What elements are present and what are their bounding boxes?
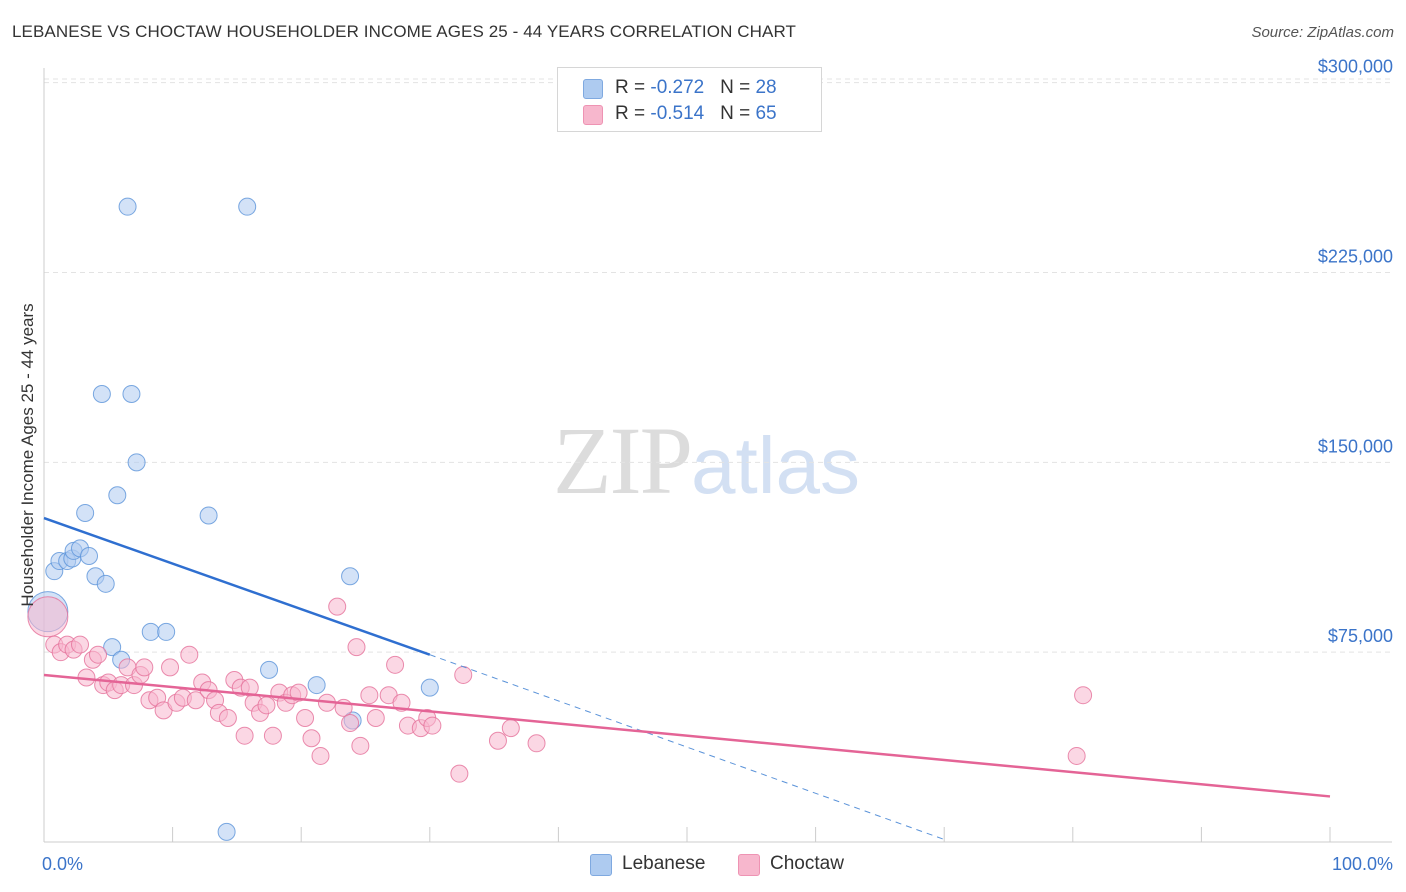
choctaw-point-49: [347, 638, 366, 657]
trend-lines: [43, 516, 1331, 840]
lebanese-point-11: [96, 574, 115, 593]
choctaw-point-51: [360, 686, 379, 705]
choctaw-point-65: [1067, 746, 1086, 765]
lebanese-point-25: [341, 567, 360, 586]
choctaw-point-50: [351, 736, 370, 755]
choctaw-point-36: [257, 696, 276, 715]
choctaw-point-48: [341, 714, 360, 733]
choctaw-point-46: [328, 597, 347, 616]
lebanese-point-21: [217, 822, 236, 841]
choctaw-point-0: [27, 596, 69, 638]
lebanese-point-8: [80, 546, 99, 565]
x-tick-label-0: 0.0%: [42, 854, 83, 874]
r-label: R =: [615, 77, 651, 98]
legend-text-lebanese: R = -0.272 N = 28: [615, 77, 777, 99]
n-label: N =: [720, 77, 756, 98]
y-tick-label-2: $225,000: [1318, 246, 1393, 266]
choctaw-point-44: [311, 746, 330, 765]
n-label: N =: [720, 103, 756, 124]
choctaw-point-20: [161, 658, 180, 677]
lebanese-trend-extension: [429, 654, 945, 840]
legend-text-choctaw: R = -0.514 N = 65: [615, 103, 777, 125]
lebanese-point-23: [260, 660, 279, 679]
lebanese-point-18: [141, 622, 160, 641]
choctaw-point-32: [235, 726, 254, 745]
choctaw-point-66: [1074, 686, 1093, 705]
y-axis-title: Householder Income Ages 25 - 44 years: [18, 303, 37, 606]
choctaw-point-52: [366, 708, 385, 727]
lebanese-point-10: [92, 384, 111, 403]
choctaw-point-61: [454, 665, 473, 684]
lebanese-point-20: [199, 506, 218, 525]
choctaw-point-16: [135, 658, 154, 677]
lebanese-point-12: [103, 638, 122, 657]
r-value: -0.514: [650, 103, 705, 124]
lebanese-point-14: [118, 197, 137, 216]
grid-lines: [44, 78, 1392, 653]
choctaw-point-41: [289, 683, 308, 702]
choctaw-point-8: [89, 645, 108, 664]
chart-title: LEBANESE VS CHOCTAW HOUSEHOLDER INCOME A…: [12, 22, 797, 41]
choctaw-point-43: [302, 729, 321, 748]
y-tick-label-0: $75,000: [1328, 626, 1393, 646]
choctaw-point-29: [218, 708, 237, 727]
choctaw-swatch: [583, 105, 603, 125]
choctaw-point-5: [71, 635, 90, 654]
y-tick-label-1: $150,000: [1318, 436, 1393, 456]
choctaw-trend-line: [43, 673, 1331, 798]
choctaw-point-37: [263, 726, 282, 745]
choctaw-legend-label: Choctaw: [770, 853, 844, 874]
choctaw-point-24: [186, 691, 205, 710]
correlation-legend: R = -0.272 N = 28 R = -0.514 N = 65: [557, 67, 822, 132]
choctaw-point-60: [450, 764, 469, 783]
r-label: R =: [615, 103, 651, 124]
data-points: [27, 197, 1093, 841]
watermark-zip: ZIP: [553, 407, 693, 514]
choctaw-point-62: [488, 731, 507, 750]
n-value: 65: [755, 103, 777, 124]
lebanese-point-15: [122, 384, 141, 403]
choctaw-legend-swatch: [738, 854, 760, 876]
x-tick-label-1: 100.0%: [1332, 854, 1393, 874]
lebanese-point-7: [76, 503, 95, 522]
watermark-atlas: atlas: [691, 421, 860, 510]
lebanese-legend-label: Lebanese: [622, 853, 706, 874]
source-label: Source: ZipAtlas.com: [1251, 24, 1394, 41]
lebanese-point-16: [127, 453, 146, 472]
choctaw-point-55: [392, 693, 411, 712]
choctaw-point-54: [386, 655, 405, 674]
lebanese-point-17: [108, 486, 127, 505]
lebanese-legend-swatch: [590, 854, 612, 876]
lebanese-swatch: [583, 79, 603, 99]
zipatlas-watermark: ZIPatlas: [553, 405, 860, 516]
choctaw-point-63: [501, 719, 520, 738]
r-value: -0.272: [650, 77, 705, 98]
axes: [43, 68, 1392, 843]
lebanese-point-27: [420, 678, 439, 697]
choctaw-point-42: [296, 708, 315, 727]
y-tick-label-3: $300,000: [1318, 57, 1393, 77]
choctaw-point-23: [180, 645, 199, 664]
axis-labels: $75,000 $150,000 $225,000 $300,000 0.0% 100.0…: [18, 57, 1393, 874]
choctaw-point-59: [423, 716, 442, 735]
lebanese-point-24: [307, 676, 326, 695]
lebanese-point-19: [157, 622, 176, 641]
n-value: 28: [755, 77, 777, 98]
lebanese-trend-line: [43, 516, 431, 656]
choctaw-point-64: [527, 734, 546, 753]
lebanese-point-22: [238, 197, 257, 216]
